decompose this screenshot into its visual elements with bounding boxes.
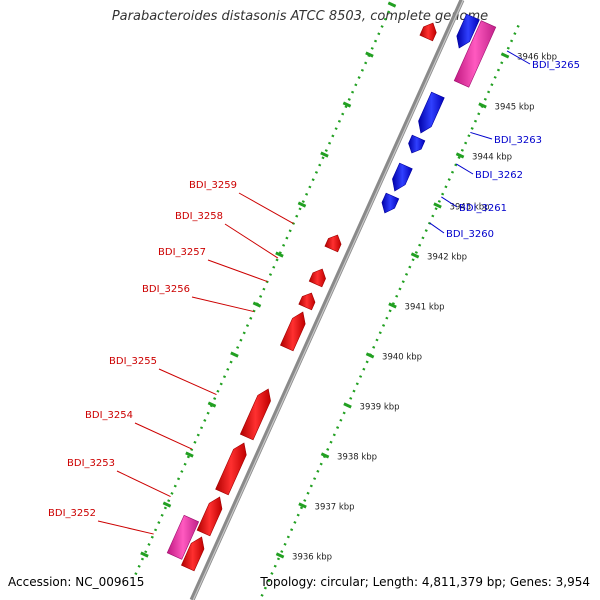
tick-mark	[275, 552, 285, 559]
gene-label-leader	[455, 163, 474, 175]
forward-gene-g3255[interactable]	[239, 388, 271, 441]
tick-label: 3942 kbp	[427, 252, 467, 262]
reverse-gene-g3260[interactable]	[381, 192, 400, 214]
rna-gene-layer	[166, 20, 497, 560]
gene-label-g3261[interactable]: BDI_3261	[459, 203, 507, 214]
tick-label: 3938 kbp	[337, 452, 377, 462]
forward-gene-g3254[interactable]	[215, 442, 247, 496]
forward-gene-g3252[interactable]	[181, 536, 205, 572]
gene-label-leader	[238, 192, 294, 224]
tick-mark	[500, 52, 510, 59]
forward-gene-g3264[interactable]	[419, 22, 437, 42]
forward-guide-dots	[134, 0, 396, 576]
tick-mark-left	[185, 451, 194, 458]
tick-mark-left	[207, 401, 217, 408]
tick-label: 3940 kbp	[382, 352, 422, 362]
tick-mark	[343, 402, 352, 409]
gene-label-leader	[116, 470, 171, 498]
gene-label-g3258[interactable]: BDI_3258	[175, 211, 223, 222]
tick-label: 3941 kbp	[405, 302, 445, 312]
tick-mark-left	[162, 501, 172, 508]
forward-gene-g3253[interactable]	[196, 496, 223, 537]
tick-label: 3937 kbp	[315, 502, 355, 512]
tick-mark-left	[297, 201, 307, 208]
gene-label-leader	[224, 223, 279, 259]
forward-gene-g3257[interactable]	[298, 292, 316, 311]
gene-label-g3263[interactable]: BDI_3263	[494, 135, 542, 146]
gene-label-g3256[interactable]: BDI_3256	[142, 284, 190, 295]
gene-label-leader	[441, 196, 458, 208]
genome-backbone	[189, 0, 465, 600]
gene-label-g3253[interactable]: BDI_3253	[67, 458, 115, 469]
tick-label: 3939 kbp	[360, 402, 400, 412]
tick-mark-left	[320, 151, 329, 158]
tick-mark-left	[252, 301, 262, 308]
tick-mark	[433, 202, 442, 209]
tick-label: 3936 kbp	[292, 552, 332, 562]
tick-mark-left	[140, 551, 149, 558]
tick-mark	[320, 452, 330, 459]
rna-gene-r3265[interactable]	[453, 20, 497, 88]
tick-mark	[455, 152, 465, 159]
gene-label-g3265[interactable]: BDI_3265	[532, 60, 580, 71]
gene-label-leader	[97, 520, 154, 535]
tick-label: 3944 kbp	[472, 152, 512, 162]
tick-mark	[388, 302, 397, 309]
gene-label-g3260[interactable]: BDI_3260	[446, 229, 494, 240]
tick-mark-left	[365, 51, 374, 58]
tick-mark	[365, 352, 375, 359]
gene-label-leader	[207, 259, 268, 283]
tick-mark-left	[387, 1, 397, 8]
reverse-gene-g3263[interactable]	[418, 91, 445, 134]
accession-text: Accession: NC_009615	[8, 575, 145, 589]
tick-mark	[478, 102, 487, 109]
reverse-gene-g3262[interactable]	[408, 134, 426, 154]
gene-label-leader	[158, 368, 217, 396]
gene-label-g3254[interactable]: BDI_3254	[85, 410, 133, 421]
reverse-gene-g3261[interactable]	[392, 162, 413, 192]
gene-label-leader	[429, 222, 445, 234]
gene-label-leader	[191, 296, 254, 313]
rna-gene-r3252[interactable]	[166, 514, 200, 560]
gene-label-leader	[470, 131, 493, 140]
tick-label: 3946 kbp	[517, 52, 557, 62]
genome-backbone-highlight	[192, 0, 464, 600]
tick-mark	[410, 252, 420, 259]
map-title: Parabacteroides distasonis ATCC 8503, co…	[111, 9, 489, 24]
forward-gene-g3259[interactable]	[324, 234, 342, 253]
reverse-guide-dots	[258, 24, 520, 600]
topology-summary: Topology: circular; Length: 4,811,379 bp…	[260, 575, 590, 589]
tick-label: 3943 kbp	[450, 202, 490, 212]
gene-label-leader	[134, 422, 193, 450]
gene-label-g3262[interactable]: BDI_3262	[475, 170, 523, 181]
forward-gene-g3258[interactable]	[308, 268, 326, 288]
gene-label-g3252[interactable]: BDI_3252	[48, 508, 96, 519]
reverse-gene-g3265[interactable]	[456, 13, 480, 49]
gene-label-g3255[interactable]: BDI_3255	[109, 356, 157, 367]
label-layer: BDI_3252 BDI_3253 BDI_3254 BDI_3255 BDI_3256…	[48, 50, 580, 535]
tick-dotted-lines	[134, 0, 520, 600]
tick-mark-left	[342, 101, 352, 108]
gene-label-g3257[interactable]: BDI_3257	[158, 247, 206, 258]
tick-label: 3945 kbp	[495, 102, 535, 112]
tick-mark	[298, 502, 307, 509]
gene-label-leader	[506, 50, 531, 65]
gene-layer	[181, 13, 480, 572]
gene-label-g3259[interactable]: BDI_3259	[189, 180, 237, 191]
forward-gene-g3256[interactable]	[280, 311, 306, 352]
backbone-layer	[189, 0, 465, 600]
tick-mark-left	[275, 251, 284, 258]
tick-mark-left	[230, 351, 239, 358]
